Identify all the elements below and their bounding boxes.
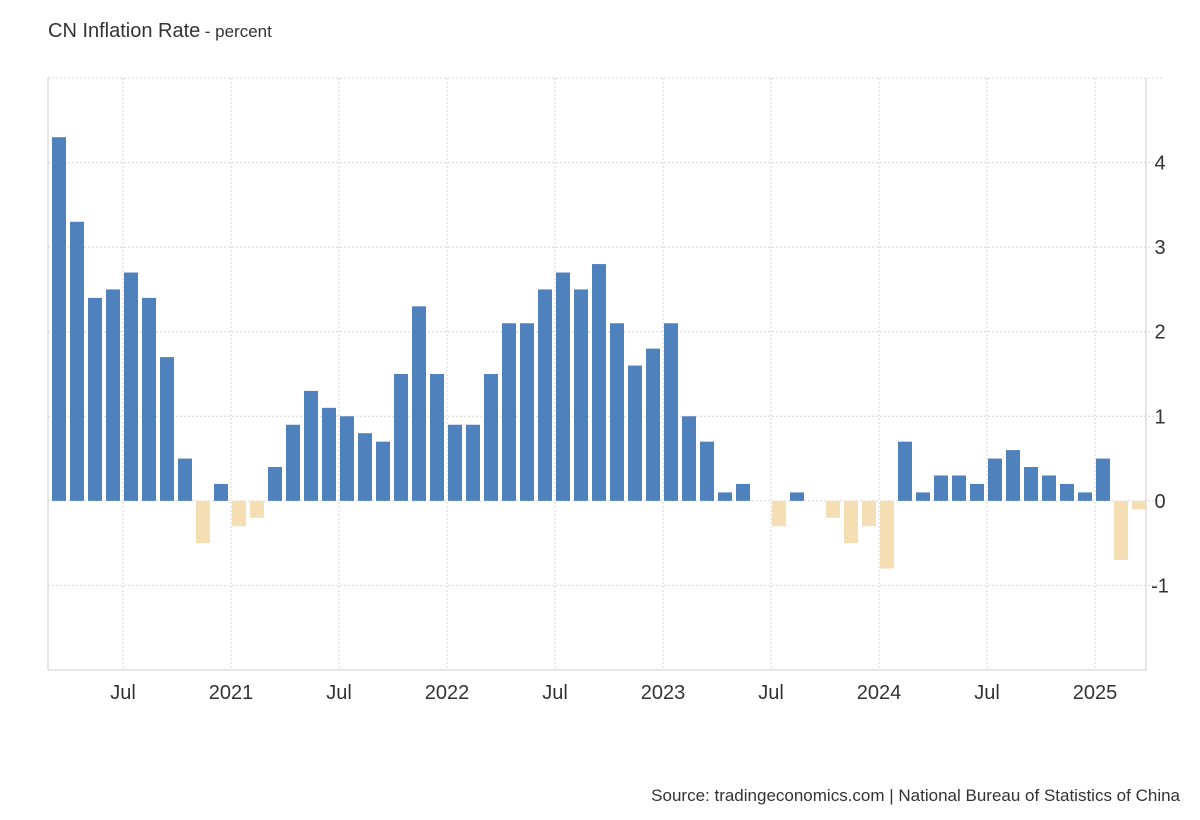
bar-layer: Mar 2020: 4.3 Apr 2020: 3.3 May 2020: 2.4 J… bbox=[52, 137, 1146, 569]
bar: Jan 2023: 2.1 bbox=[664, 323, 678, 501]
y-tick-label: 2 bbox=[1154, 322, 1165, 344]
x-tick-label: 2021 bbox=[209, 682, 254, 704]
bar: Feb 2022: 0.9 bbox=[466, 424, 480, 501]
chart-title: CN Inflation Rate bbox=[48, 20, 201, 42]
x-tick-label: Jul bbox=[326, 682, 352, 704]
bar: Nov 2021: 2.3 bbox=[412, 306, 426, 501]
bar: Aug 2023: 0.1 bbox=[790, 492, 804, 501]
bar: Jun 2022: 2.5 bbox=[538, 289, 552, 501]
source-note: Source: tradingeconomics.com | National … bbox=[651, 786, 1180, 805]
bar: Jul 2021: 1 bbox=[340, 416, 354, 501]
bar: Oct 2021: 1.5 bbox=[394, 374, 408, 501]
bar: May 2024: 0.3 bbox=[952, 475, 966, 501]
bar: Feb 2024: 0.7 bbox=[898, 441, 912, 501]
bar: May 2020: 2.4 bbox=[88, 297, 102, 501]
bar: Jul 2020: 2.7 bbox=[124, 272, 138, 501]
bar: Oct 2022: 2.1 bbox=[610, 323, 624, 501]
bar: Apr 2020: 3.3 bbox=[70, 221, 84, 501]
bar: Mar 2023: 0.7 bbox=[700, 441, 714, 501]
bar: Dec 2024: 0.1 bbox=[1078, 492, 1092, 501]
bar: Jul 2022: 2.7 bbox=[556, 272, 570, 501]
bar: Nov 2023: -0.5 bbox=[844, 500, 858, 544]
bar: Feb 2025: -0.7 bbox=[1114, 500, 1128, 561]
y-tick-label: 3 bbox=[1154, 237, 1165, 259]
bar: Oct 2024: 0.3 bbox=[1042, 475, 1056, 501]
y-tick-label: 1 bbox=[1154, 406, 1165, 428]
bar: Mar 2025: -0.1 bbox=[1132, 500, 1146, 510]
bar: Jan 2022: 0.9 bbox=[448, 424, 462, 501]
x-tick-label: Jul bbox=[758, 682, 784, 704]
inflation-bar-chart: Mar 2020: 4.3 Apr 2020: 3.3 May 2020: 2.4 J… bbox=[47, 77, 1169, 704]
bar: Mar 2021: 0.4 bbox=[268, 467, 282, 501]
bar: Mar 2024: 0.1 bbox=[916, 492, 930, 501]
x-tick-label: Jul bbox=[110, 682, 136, 704]
bar: Jun 2024: 0.2 bbox=[970, 483, 984, 501]
x-tick-label: Jul bbox=[974, 682, 1000, 704]
bar: Sep 2020: 1.7 bbox=[160, 357, 174, 501]
bar: Nov 2024: 0.2 bbox=[1060, 483, 1074, 501]
x-tick-label: 2022 bbox=[425, 682, 470, 704]
bar: Dec 2021: 1.5 bbox=[430, 374, 444, 501]
bar: Jan 2021: -0.3 bbox=[232, 500, 246, 527]
bar: Jul 2024: 0.5 bbox=[988, 458, 1002, 501]
x-tick-label: 2024 bbox=[857, 682, 902, 704]
bar: Sep 2021: 0.7 bbox=[376, 441, 390, 501]
bar: Dec 2022: 1.8 bbox=[646, 348, 660, 501]
chart-subtitle: - percent bbox=[204, 22, 272, 41]
bar: Oct 2020: 0.5 bbox=[178, 458, 192, 501]
bar: Apr 2024: 0.3 bbox=[934, 475, 948, 501]
bar: Sep 2024: 0.4 bbox=[1024, 467, 1038, 501]
bar: May 2023: 0.2 bbox=[736, 483, 750, 501]
bar: Apr 2021: 0.9 bbox=[286, 424, 300, 501]
chart-title-row: CN Inflation Rate - percent bbox=[48, 20, 272, 43]
bar: Aug 2021: 0.8 bbox=[358, 433, 372, 501]
bar: Oct 2023: -0.2 bbox=[826, 500, 840, 518]
bar: Nov 2022: 1.6 bbox=[628, 365, 642, 501]
bar: Mar 2020: 4.3 bbox=[52, 137, 66, 501]
y-tick-label: 0 bbox=[1154, 491, 1165, 513]
bar: Sep 2022: 2.8 bbox=[592, 264, 606, 501]
y-tick-label: -1 bbox=[1151, 575, 1169, 597]
bar: May 2021: 1.3 bbox=[304, 390, 318, 501]
x-tick-label: 2025 bbox=[1073, 682, 1118, 704]
bar: May 2022: 2.1 bbox=[520, 323, 534, 501]
bar: Jan 2024: -0.8 bbox=[880, 500, 894, 569]
bar: Apr 2023: 0.1 bbox=[718, 492, 732, 501]
bar: Aug 2022: 2.5 bbox=[574, 289, 588, 501]
bar: Jun 2021: 1.1 bbox=[322, 407, 336, 501]
bar: Jun 2020: 2.5 bbox=[106, 289, 120, 501]
bar: Aug 2024: 0.6 bbox=[1006, 450, 1020, 501]
x-tick-label: 2023 bbox=[641, 682, 686, 704]
bar: Dec 2023: -0.3 bbox=[862, 500, 876, 527]
axis-layer: -1 0 1 2 3 4 Jul 2021 Jul 2022 Jul 2023 Jul 2024 Jul 20… bbox=[110, 153, 1169, 704]
x-tick-label: Jul bbox=[542, 682, 568, 704]
bar: Feb 2021: -0.2 bbox=[250, 500, 264, 518]
bar: Jul 2023: -0.3 bbox=[772, 500, 786, 527]
bar: Dec 2020: 0.2 bbox=[214, 483, 228, 501]
y-tick-label: 4 bbox=[1154, 153, 1165, 175]
bar: Nov 2020: -0.5 bbox=[196, 500, 210, 544]
bar: Aug 2020: 2.4 bbox=[142, 297, 156, 501]
bar: Mar 2022: 1.5 bbox=[484, 374, 498, 501]
bar: Apr 2022: 2.1 bbox=[502, 323, 516, 501]
bar: Feb 2023: 1 bbox=[682, 416, 696, 501]
bar: Jan 2025: 0.5 bbox=[1096, 458, 1110, 501]
